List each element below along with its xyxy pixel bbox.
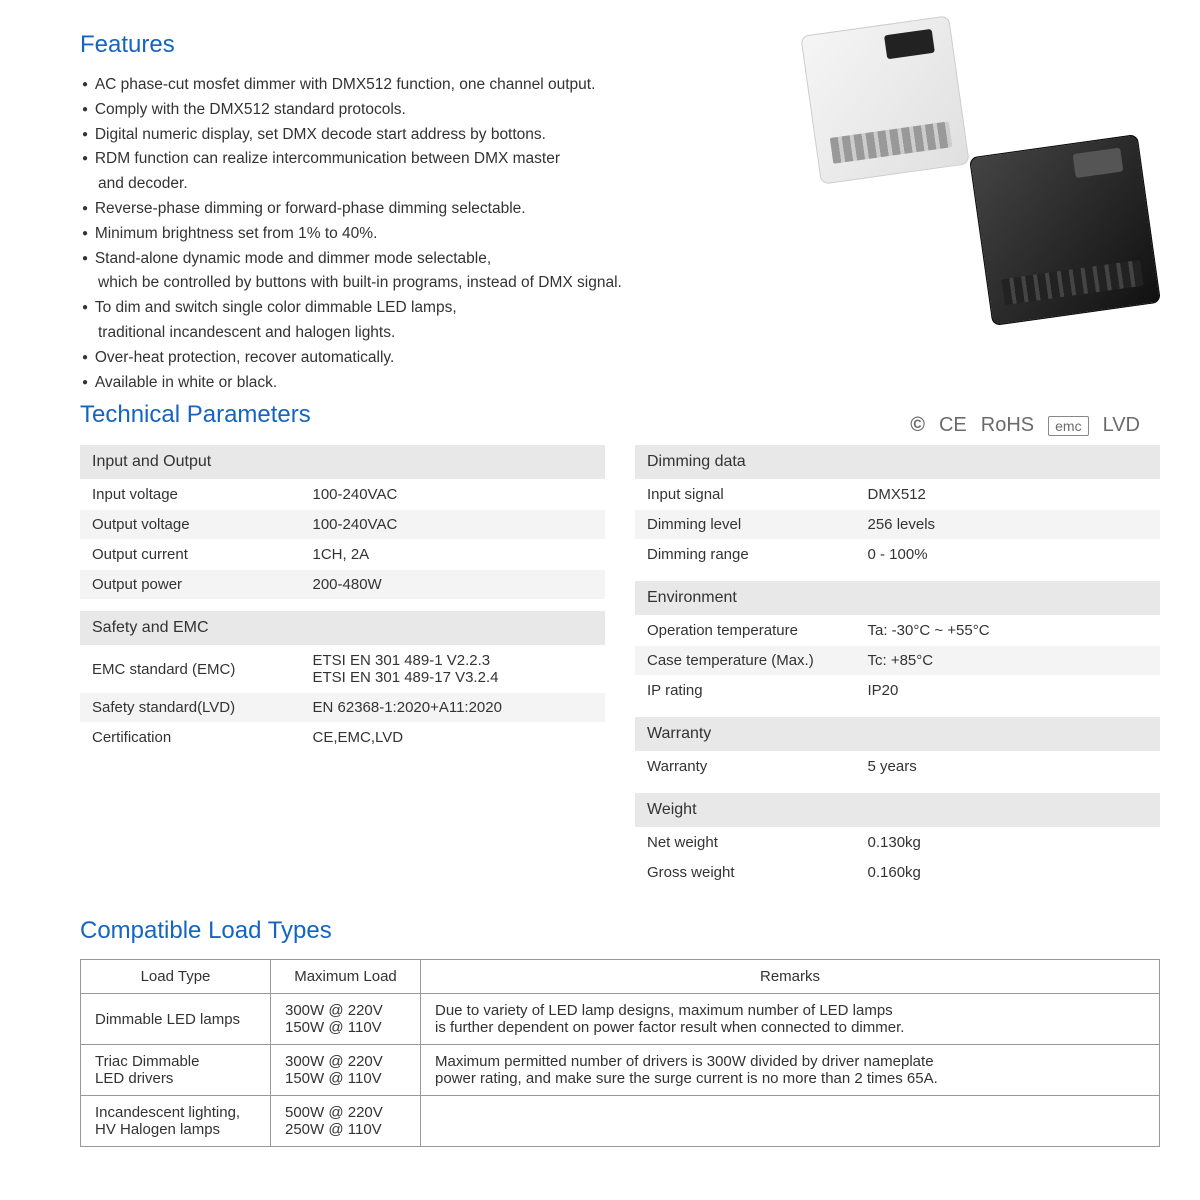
param-value: 5 years (856, 752, 1161, 782)
param-table: Input and OutputInput voltage100-240VACO… (80, 445, 605, 599)
cert-rohs: RoHS (981, 414, 1034, 437)
param-table: Dimming dataInput signalDMX512Dimming le… (635, 445, 1160, 569)
load-table-cell: 300W @ 220V150W @ 110V (271, 994, 421, 1045)
param-table-header: Warranty (635, 717, 1160, 752)
param-table: EnvironmentOperation temperatureTa: -30°… (635, 581, 1160, 705)
param-table: WeightNet weight0.130kgGross weight0.160… (635, 793, 1160, 887)
product-images (800, 25, 1160, 395)
load-types-title: Compatible Load Types (80, 917, 1160, 945)
load-table-header: Remarks (421, 960, 1160, 994)
param-label: Warranty (635, 752, 856, 782)
param-label: Dimming range (635, 540, 856, 570)
param-value: 100-240VAC (301, 510, 606, 540)
feature-item: traditional incandescent and halogen lig… (82, 321, 780, 346)
load-table-header: Load Type (81, 960, 271, 994)
cert-lvd: LVD (1103, 414, 1140, 437)
load-table-cell: Triac DimmableLED drivers (81, 1045, 271, 1096)
param-label: Input signal (635, 480, 856, 510)
feature-item: Digital numeric display, set DMX decode … (82, 123, 780, 148)
param-label: Output voltage (80, 510, 301, 540)
param-table: WarrantyWarranty5 years (635, 717, 1160, 781)
feature-item: Stand-alone dynamic mode and dimmer mode… (82, 247, 780, 272)
feature-item: Comply with the DMX512 standard protocol… (82, 98, 780, 123)
load-table-cell: 500W @ 220V250W @ 110V (271, 1096, 421, 1147)
param-label: EMC standard (EMC) (80, 646, 301, 693)
feature-item: AC phase-cut mosfet dimmer with DMX512 f… (82, 73, 780, 98)
param-value: ETSI EN 301 489-1 V2.2.3ETSI EN 301 489-… (301, 646, 606, 693)
features-list: AC phase-cut mosfet dimmer with DMX512 f… (80, 73, 780, 395)
param-table-header: Dimming data (635, 445, 1160, 480)
param-value: 0 - 100% (856, 540, 1161, 570)
feature-item: Available in white or black. (82, 371, 780, 396)
param-label: Operation temperature (635, 616, 856, 646)
param-value: 256 levels (856, 510, 1161, 540)
param-table-header: Input and Output (80, 445, 605, 480)
feature-item: and decoder. (82, 172, 780, 197)
param-label: Net weight (635, 828, 856, 858)
param-value: 0.130kg (856, 828, 1161, 858)
device-black-image (969, 134, 1161, 326)
param-value: DMX512 (856, 480, 1161, 510)
feature-item: Minimum brightness set from 1% to 40%. (82, 222, 780, 247)
param-label: Input voltage (80, 480, 301, 510)
param-label: Output power (80, 570, 301, 600)
load-table-cell: Maximum permitted number of drivers is 3… (421, 1045, 1160, 1096)
params-left-column: Input and OutputInput voltage100-240VACO… (80, 445, 605, 899)
load-table-cell (421, 1096, 1160, 1147)
param-value: 200-480W (301, 570, 606, 600)
cert-mark-icon: © (910, 414, 925, 437)
param-value: 0.160kg (856, 858, 1161, 888)
param-value: Ta: -30°C ~ +55°C (856, 616, 1161, 646)
feature-item: To dim and switch single color dimmable … (82, 296, 780, 321)
cert-emc: emc (1048, 416, 1088, 436)
cert-ce: CE (939, 414, 967, 437)
feature-item: which be controlled by buttons with buil… (82, 271, 780, 296)
param-table-header: Environment (635, 581, 1160, 616)
feature-item: Over-heat protection, recover automatica… (82, 346, 780, 371)
param-value: 1CH, 2A (301, 540, 606, 570)
device-white-image (800, 15, 969, 184)
load-table-cell: Incandescent lighting,HV Halogen lamps (81, 1096, 271, 1147)
param-label: Output current (80, 540, 301, 570)
feature-item: RDM function can realize intercommunicat… (82, 147, 780, 172)
param-table-header: Weight (635, 793, 1160, 828)
param-label: Certification (80, 723, 301, 753)
load-table-cell: Due to variety of LED lamp designs, maxi… (421, 994, 1160, 1045)
load-table-cell: Dimmable LED lamps (81, 994, 271, 1045)
param-value: 100-240VAC (301, 480, 606, 510)
features-title: Features (80, 31, 780, 59)
param-table: Safety and EMCEMC standard (EMC)ETSI EN … (80, 611, 605, 752)
param-label: Dimming level (635, 510, 856, 540)
param-value: IP20 (856, 676, 1161, 706)
param-value: EN 62368-1:2020+A11:2020 (301, 693, 606, 723)
load-table-cell: 300W @ 220V150W @ 110V (271, 1045, 421, 1096)
load-types-table: Load TypeMaximum LoadRemarks Dimmable LED… (80, 959, 1160, 1147)
tech-params-title: Technical Parameters (80, 401, 605, 429)
load-table-header: Maximum Load (271, 960, 421, 994)
param-label: Gross weight (635, 858, 856, 888)
param-table-header: Safety and EMC (80, 611, 605, 646)
params-right-column: Dimming dataInput signalDMX512Dimming le… (635, 445, 1160, 899)
param-value: Tc: +85°C (856, 646, 1161, 676)
certifications-row: © CE RoHS emc LVD (635, 414, 1140, 437)
param-label: Safety standard(LVD) (80, 693, 301, 723)
param-label: Case temperature (Max.) (635, 646, 856, 676)
feature-item: Reverse-phase dimming or forward-phase d… (82, 197, 780, 222)
param-label: IP rating (635, 676, 856, 706)
param-value: CE,EMC,LVD (301, 723, 606, 753)
